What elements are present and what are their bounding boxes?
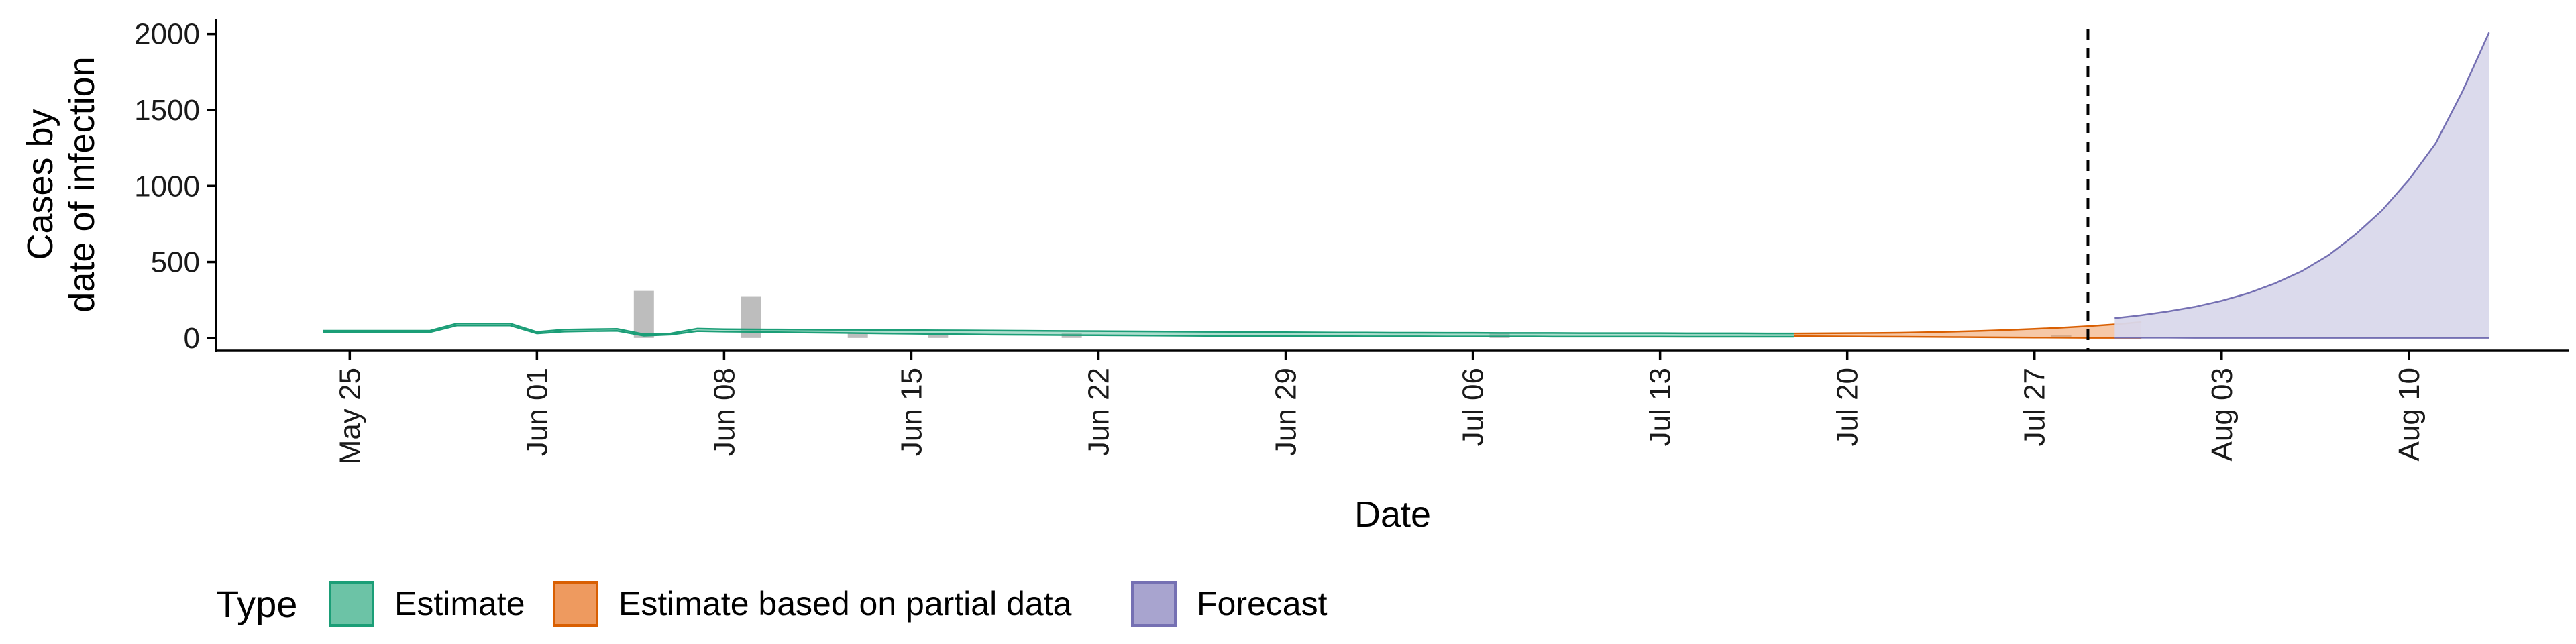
x-tick-label: May 25 — [333, 368, 366, 464]
x-axis-title: Date — [1354, 494, 1431, 535]
x-tick-label: Jun 01 — [521, 368, 553, 456]
x-tick-label: Jun 15 — [895, 368, 928, 456]
x-tick-label: Jun 29 — [1270, 368, 1303, 456]
series-ribbons — [323, 32, 2490, 339]
x-tick-label: Jul 13 — [1644, 368, 1677, 446]
y-axis-title-line-2: date of infection — [62, 56, 102, 312]
legend-swatch — [553, 581, 598, 627]
legend-label: Estimate based on partial data — [619, 585, 1072, 623]
y-tick-label: 1000 — [134, 170, 200, 203]
series-band-1 — [1793, 322, 2142, 338]
series-upper-line-2 — [2114, 32, 2490, 319]
x-tick-label: Jul 06 — [1457, 368, 1490, 446]
x-tick-label: Aug 10 — [2393, 368, 2426, 461]
x-tick-label: Jun 08 — [708, 368, 741, 456]
series-band-2 — [2114, 32, 2489, 338]
y-tick-label: 2000 — [134, 18, 200, 51]
reported-case-bar — [847, 332, 868, 338]
reported-case-bar — [633, 290, 654, 338]
series-upper-line-1 — [1793, 321, 2142, 335]
x-tick-label: Jul 20 — [1831, 368, 1864, 446]
x-tick-label: Jun 22 — [1083, 368, 1116, 456]
series-upper-line-0 — [323, 323, 1794, 335]
legend-label: Estimate — [394, 585, 525, 623]
y-tick-label: 1500 — [134, 94, 200, 127]
y-tick-label: 500 — [151, 246, 200, 279]
series-lower-line-1 — [1793, 335, 2142, 339]
reported-cases-bars — [633, 290, 2072, 338]
y-axis-title-line-1: Cases by — [20, 109, 60, 260]
axis-titles: Cases by date of infection Date — [20, 56, 1431, 535]
series-lower-line-0 — [323, 325, 1794, 338]
legend-label: Forecast — [1197, 585, 1328, 623]
x-tick-label: Aug 03 — [2206, 368, 2239, 461]
legend: Type Estimate Estimate based on partial d… — [216, 581, 1328, 627]
y-axis-ticks: 0 500 1000 1500 2000 — [134, 18, 216, 355]
legend-title: Type — [216, 583, 297, 625]
y-tick-label: 0 — [184, 322, 200, 355]
reported-case-bar — [928, 333, 949, 338]
legend-swatch — [329, 581, 374, 627]
x-tick-label: Jul 27 — [2019, 368, 2051, 446]
x-axis-ticks: May 25 Jun 01 Jun 08 Jun 15 Jun 22 Jun 29 Jul … — [333, 350, 2426, 464]
legend-swatch — [1131, 581, 1177, 627]
